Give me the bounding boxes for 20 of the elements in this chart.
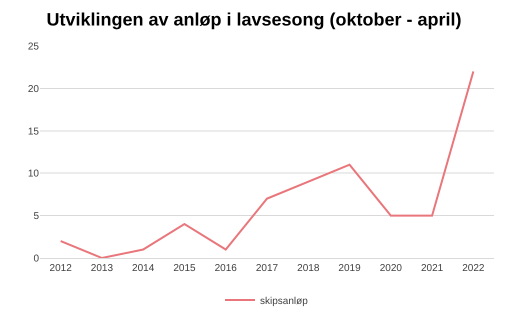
x-tick-label: 2020 (380, 263, 402, 274)
x-tick-label: 2015 (173, 263, 196, 274)
x-tick-label: 2021 (420, 263, 444, 274)
x-tick-label: 2013 (90, 263, 114, 274)
y-tick-label: 25 (28, 42, 40, 52)
line-series (60, 70, 474, 258)
chart-title: Utviklingen av anløp i lavsesong (oktober - april) (46, 10, 462, 30)
x-tick-label: 2016 (214, 263, 238, 274)
x-tick-label: 2014 (132, 263, 155, 274)
y-tick-label: 20 (28, 84, 40, 95)
x-tick-label: 2017 (256, 263, 279, 274)
x-tick-label: 2012 (50, 263, 72, 274)
y-tick-label: 10 (28, 168, 40, 180)
y-tick-label: 5 (33, 211, 40, 222)
y-tick-label: 0 (33, 254, 40, 264)
x-tick-label: 2019 (338, 263, 362, 274)
x-tick-label: 2018 (297, 263, 320, 274)
legend-label: skipsanløp (260, 296, 308, 307)
y-tick-label: 15 (28, 126, 40, 138)
x-tick-label: 2022 (462, 263, 485, 274)
